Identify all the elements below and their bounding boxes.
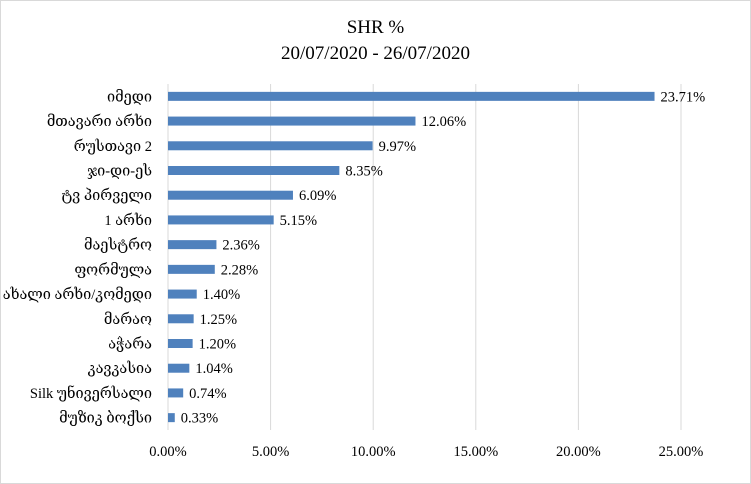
data-label: 2.36% — [222, 238, 259, 254]
x-tick-label: 10.00% — [351, 444, 396, 460]
bar — [168, 289, 197, 299]
data-label: 0.33% — [181, 411, 218, 427]
category-label: რუსთავი 2 — [74, 138, 152, 155]
category-label: ფორმულა — [74, 261, 152, 278]
data-label: 12.06% — [421, 114, 466, 130]
bar — [168, 264, 215, 274]
bar — [168, 116, 416, 126]
bar — [168, 240, 217, 250]
bar — [168, 166, 340, 175]
category-label: ტვ პირველი — [61, 187, 152, 204]
category-label: აჭარა — [108, 336, 152, 353]
category-label: მარაო — [104, 311, 152, 328]
chart-title: SHR % — [346, 17, 405, 38]
bar — [168, 215, 274, 225]
data-label: 1.04% — [195, 361, 232, 377]
data-label: 1.20% — [199, 337, 236, 353]
bar — [168, 91, 655, 101]
bar — [168, 413, 175, 423]
category-label: 1 არხი — [104, 212, 152, 229]
bar — [168, 339, 193, 348]
x-tick-label: 15.00% — [453, 444, 498, 460]
data-label: 2.28% — [221, 262, 258, 278]
x-tick-label: 5.00% — [252, 444, 289, 460]
data-label: 1.25% — [200, 312, 237, 328]
data-label: 8.35% — [345, 164, 382, 180]
data-label: 9.97% — [379, 139, 416, 155]
bar — [168, 363, 190, 373]
data-label: 23.71% — [661, 89, 706, 105]
x-tick-label: 25.00% — [659, 444, 704, 460]
category-label: ახალი არხი/კომედი — [3, 286, 152, 303]
chart-subtitle: 20/07/2020 - 26/07/2020 — [281, 43, 470, 64]
category-label: მაესტრო — [84, 237, 152, 254]
category-label: მუზიკ ბოქსი — [59, 410, 152, 427]
x-tick-label: 20.00% — [556, 444, 601, 460]
bar — [168, 141, 373, 151]
category-label: ჯი-დი-ეს — [87, 163, 152, 180]
category-label: Silk უნივერსალი — [30, 384, 152, 402]
data-label: 5.15% — [280, 213, 317, 229]
bar — [168, 388, 184, 398]
bar — [168, 314, 194, 324]
category-label: კავკასია — [88, 360, 152, 377]
x-tick-label: 0.00% — [149, 444, 186, 460]
data-label: 6.09% — [299, 188, 336, 204]
bar — [168, 190, 293, 200]
data-label: 0.74% — [189, 386, 226, 402]
data-label: 1.40% — [203, 287, 240, 303]
category-label: იმედი — [107, 88, 152, 105]
category-label: მთავარი არხი — [47, 113, 152, 130]
